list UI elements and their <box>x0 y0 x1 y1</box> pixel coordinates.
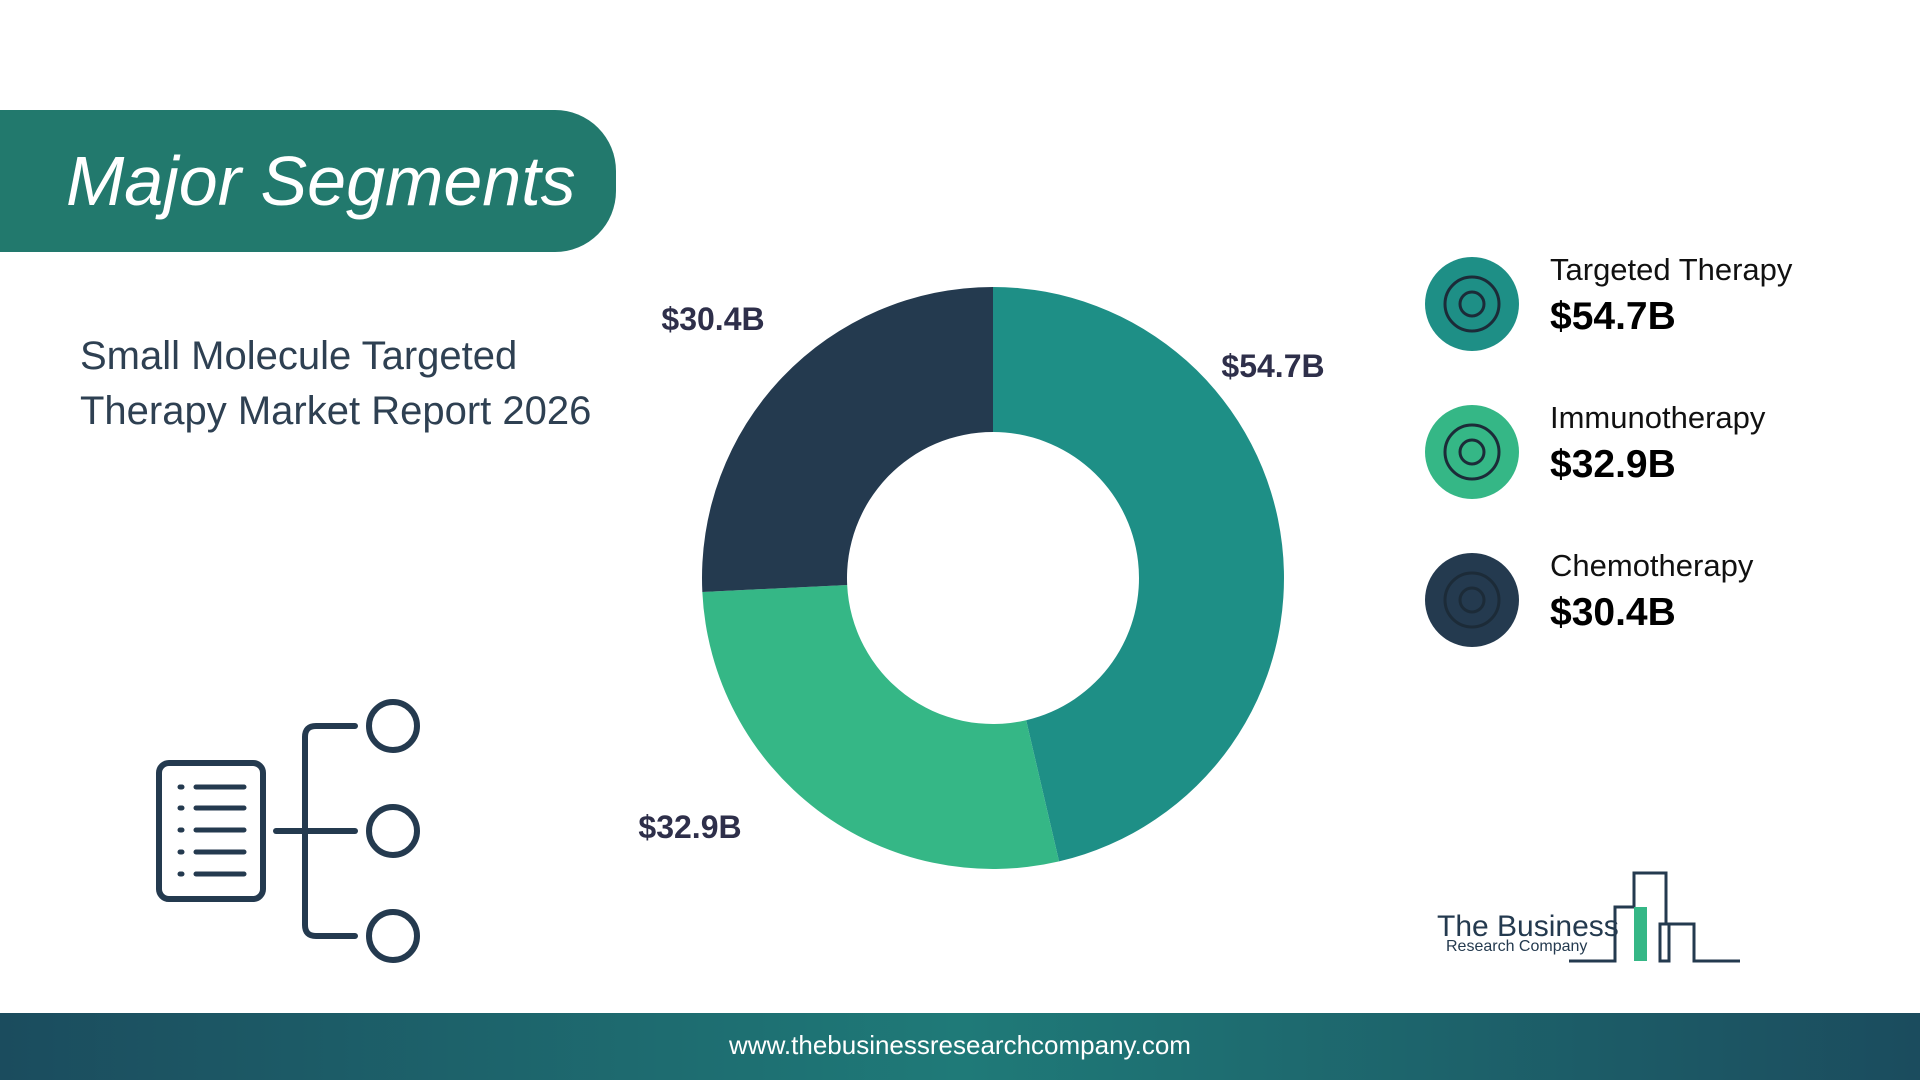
logo-name: The Business <box>1437 910 1619 943</box>
legend-value: $30.4B <box>1550 591 1676 634</box>
donut-slice <box>702 584 1060 869</box>
donut-slice <box>993 287 1284 862</box>
legend-value: $32.9B <box>1550 443 1676 486</box>
subtitle: Therapy Market Report 2026 <box>80 389 591 433</box>
segments-icon <box>156 699 420 963</box>
legend-icon-ring <box>1443 275 1501 333</box>
legend-icon <box>1425 553 1519 647</box>
subtitle: Small Molecule Targeted <box>80 334 517 378</box>
data-label: $30.4B <box>661 301 764 337</box>
legend-label: Immunotherapy <box>1550 400 1766 435</box>
legend-icon-core <box>1458 438 1486 466</box>
logo: The Business Research Company <box>1437 871 1740 963</box>
chart-title: Major Segments <box>66 142 576 220</box>
legend: Targeted Therapy $54.7B Immunotherapy $32.9… <box>1425 252 1793 647</box>
footer-band <box>0 1013 1920 1080</box>
donut-chart: $54.7B $32.9B $30.4B <box>638 287 1325 869</box>
legend-icon-core <box>1458 586 1486 614</box>
legend-icon-core <box>1458 290 1486 318</box>
legend-value: $54.7B <box>1550 295 1676 338</box>
donut-slice <box>702 287 993 592</box>
legend-label: Targeted Therapy <box>1550 252 1793 287</box>
logo-subname: Research Company <box>1446 938 1587 955</box>
legend-label: Chemotherapy <box>1550 548 1754 583</box>
footer-url: www.thebusinessresearchcompany.com <box>728 1030 1191 1060</box>
legend-icon <box>1425 257 1519 351</box>
legend-icon <box>1425 405 1519 499</box>
legend-icon-ring <box>1443 571 1501 629</box>
legend-icon-ring <box>1443 423 1501 481</box>
data-label: $54.7B <box>1221 348 1324 384</box>
data-label: $32.9B <box>638 809 741 845</box>
header-band <box>0 110 616 252</box>
logo-bar <box>1634 907 1647 961</box>
